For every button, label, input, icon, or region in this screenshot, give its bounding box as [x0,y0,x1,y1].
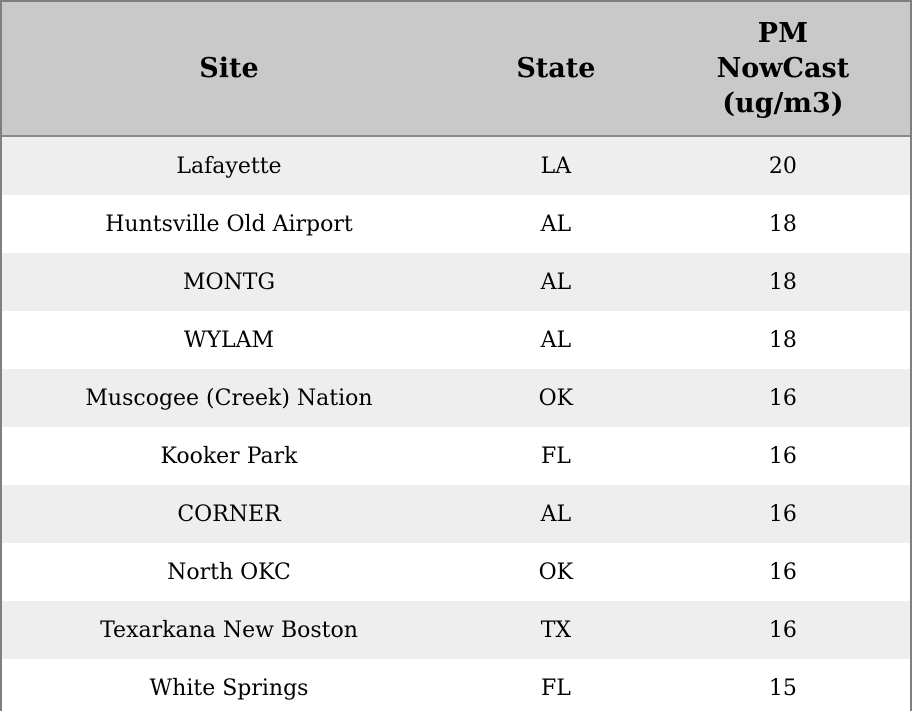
table-row: North OKC OK 16 [2,543,910,602]
table-row: CORNER AL 16 [2,485,910,544]
pm-cell: 15 [768,675,797,701]
pm-cell: 18 [768,327,797,353]
site-cell: MONTG [182,269,276,295]
site-cell: WYLAM [183,327,275,353]
pm-cell: 20 [768,153,797,179]
table-row: WYLAM AL 18 [2,311,910,370]
table-row: White Springs FL 15 [2,659,910,717]
column-header-pm-nowcast: PM NowCast (ug/m3) [655,2,910,138]
state-cell: FL [540,443,571,469]
state-cell: AL [540,501,572,527]
site-cell: North OKC [167,559,291,585]
pm-cell: 18 [768,269,797,295]
site-cell: Texarkana New Boston [100,617,358,643]
state-cell: TX [540,617,572,643]
pm-cell: 16 [768,501,797,527]
table-header-row: Site State PM NowCast (ug/m3) [2,2,910,138]
column-header-site: Site [2,2,456,138]
state-cell: OK [538,385,574,411]
state-cell: AL [540,269,572,295]
site-cell: White Springs [149,675,309,701]
site-cell: Muscogee (Creek) Nation [85,385,373,411]
table-row: MONTG AL 18 [2,253,910,312]
site-cell: CORNER [177,501,281,527]
pm-cell: 16 [768,617,797,643]
state-cell: AL [540,327,572,353]
site-cell: Huntsville Old Airport [105,211,353,237]
pm-cell: 16 [768,385,797,411]
pm-cell: 18 [768,211,797,237]
table-body: Lafayette LA 20 Huntsville Old Airport AL 18 M… [2,136,910,717]
state-cell: LA [540,153,572,179]
table-row: Muscogee (Creek) Nation OK 16 [2,369,910,428]
site-cell: Kooker Park [160,443,298,469]
table-row: Huntsville Old Airport AL 18 [2,195,910,254]
site-cell: Lafayette [176,153,282,179]
state-cell: AL [540,211,572,237]
pm-cell: 16 [768,559,797,585]
column-header-state: State [456,2,656,138]
pm-cell: 16 [768,443,797,469]
state-cell: FL [540,675,571,701]
table-row: Kooker Park FL 16 [2,427,910,486]
table-row: Texarkana New Boston TX 16 [2,601,910,660]
table-row: Lafayette LA 20 [2,136,910,196]
state-cell: OK [538,559,574,585]
